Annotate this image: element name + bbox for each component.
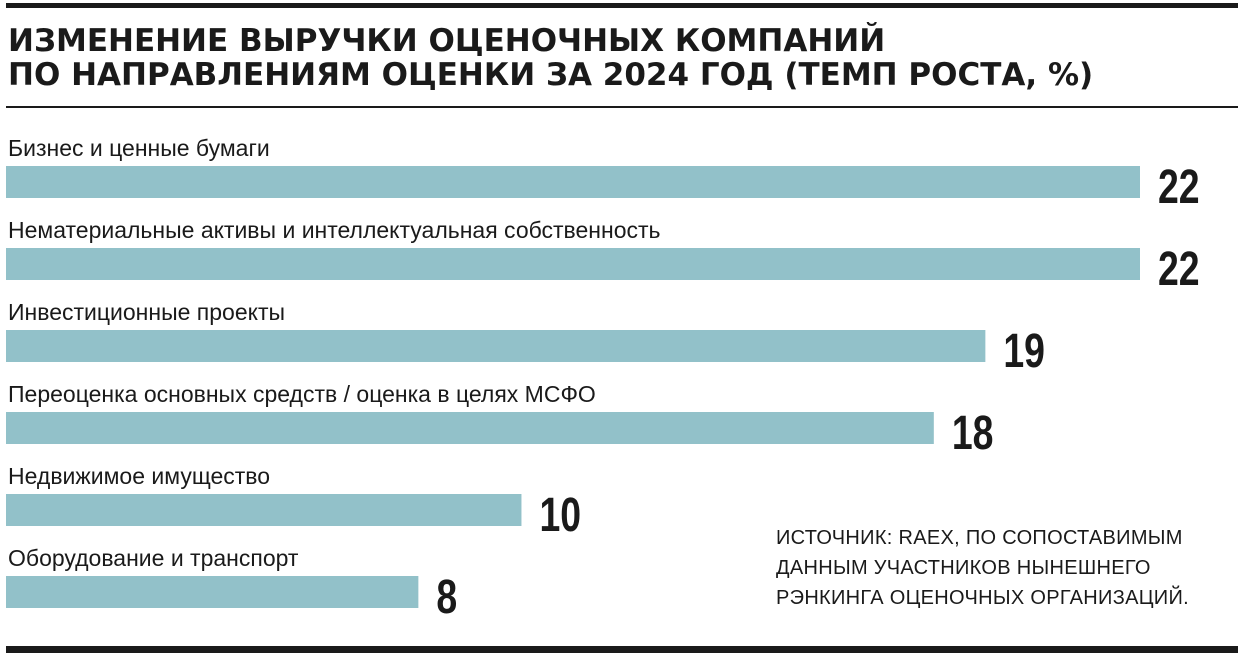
chart-title-line-1: ИЗМЕНЕНИЕ ВЫРУЧКИ ОЦЕНОЧНЫХ КОМПАНИЙ — [8, 23, 886, 59]
bar — [6, 248, 1140, 280]
value-label: 22 — [1158, 161, 1200, 215]
value-label: 22 — [1158, 243, 1200, 297]
bar — [6, 166, 1140, 198]
bar — [6, 494, 522, 526]
value-label: 19 — [1003, 325, 1045, 379]
category-label: Инвестиционные проекты — [8, 299, 285, 325]
category-label: Переоценка основных средств / оценка в ц… — [8, 381, 596, 407]
source-line-3: РЭНКИНГА ОЦЕНОЧНЫХ ОРГАНИЗАЦИЙ. — [776, 587, 1190, 609]
title-divider — [6, 106, 1238, 108]
category-label: Нематериальные активы и интеллектуальная… — [8, 217, 661, 243]
category-label: Бизнес и ценные бумаги — [8, 135, 270, 161]
category-label: Недвижимое имущество — [8, 463, 270, 489]
source-line-1: ИСТОЧНИК: RAEX, ПО СОПОСТАВИМЫМ — [776, 527, 1183, 549]
source-line-2: ДАННЫМ УЧАСТНИКОВ НЫНЕШНЕГО — [776, 557, 1151, 579]
top-rule — [6, 3, 1238, 8]
bottom-rule — [6, 646, 1238, 653]
value-label: 10 — [539, 489, 581, 543]
category-label: Оборудование и транспорт — [8, 545, 299, 571]
value-label: 8 — [436, 571, 457, 625]
value-label: 18 — [952, 407, 994, 461]
bar — [6, 412, 934, 444]
bar — [6, 576, 419, 608]
chart-title: ИЗМЕНЕНИЕ ВЫРУЧКИ ОЦЕНОЧНЫХ КОМПАНИЙ ПО … — [8, 24, 1093, 92]
bar — [6, 330, 986, 362]
chart-title-line-2: ПО НАПРАВЛЕНИЯМ ОЦЕНКИ ЗА 2024 ГОД (ТЕМП… — [8, 57, 1094, 93]
source-note: ИСТОЧНИК: RAEX, ПО СОПОСТАВИМЫМ ДАННЫМ У… — [776, 523, 1216, 613]
